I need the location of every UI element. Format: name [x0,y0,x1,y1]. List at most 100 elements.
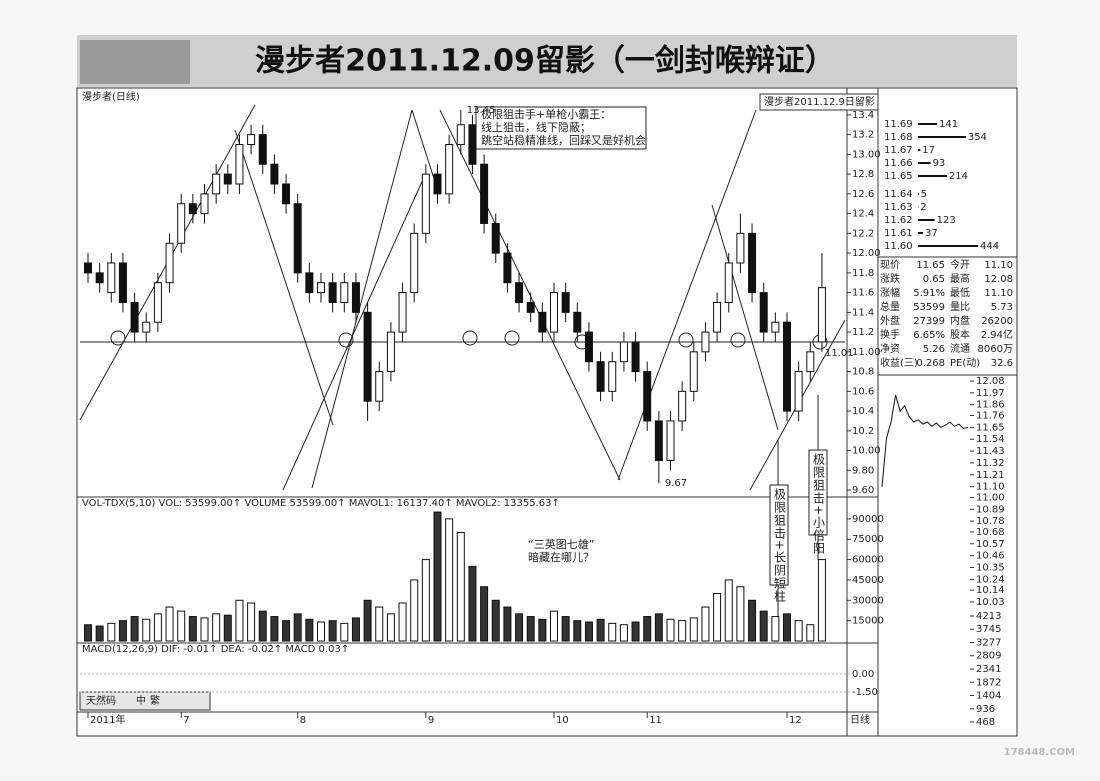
candle-body [737,233,744,263]
volume-bar [387,614,394,641]
candle-body [108,263,115,293]
quote-cell: 涨跌 [880,272,900,285]
candle-body [248,135,255,145]
y-tick-label: 60000 [852,555,884,566]
book-bar [918,149,920,151]
book-volume: 37 [925,228,938,239]
candle-body [795,372,802,411]
toolbar-item[interactable]: 天然码 [86,694,116,707]
quote-cell: 32.6 [991,358,1013,369]
volume-bar [224,615,231,641]
y-tick-label: 10.14 [976,585,1005,596]
volume-bar [737,587,744,641]
candle-body [96,273,103,283]
volume-bar [248,603,255,641]
volume-bar [166,607,173,641]
candle-body [760,293,767,332]
quote-cell: 流通 [950,342,970,355]
note-line: 线上狙击，线下隐蔽； [481,120,591,134]
volume-bar [551,611,558,641]
volume-bar [154,614,161,641]
x-tick-label: 11 [649,715,662,726]
quote-cell: 5.73 [991,302,1013,313]
volume-bar [679,621,686,641]
volume-bar [481,587,488,641]
candle-body [481,164,488,223]
volume-bar [807,625,814,641]
volume-bar [201,618,208,641]
y-tick-label: -1.50 [852,687,878,698]
candle-body [609,362,616,392]
volume-bar [108,623,115,641]
y-tick-label: 10.46 [976,551,1005,562]
volume-bar [795,621,802,641]
candle-body [283,184,290,204]
y-tick-label: 10.2 [852,426,874,437]
candle-body [644,372,651,421]
high-label: 13.45 [467,105,496,116]
volume-bar [411,580,418,641]
volume-bar [306,619,313,641]
period-label: 日线 [850,713,870,726]
volume-bar [597,619,604,641]
volume-bar [574,621,581,641]
book-price: 11.62 [884,215,913,226]
volume-header: VOL-TDX(5,10) VOL: 53599.00↑ VOLUME 5359… [82,498,560,509]
volume-bar [655,614,662,641]
toolbar-item[interactable]: 中 [136,694,146,707]
candle-body [516,283,523,303]
y2-tick-label: 3277 [976,637,1001,648]
volume-bar [539,619,546,641]
volume-bar [236,600,243,641]
y-tick-label: 10.03 [976,597,1005,608]
y-tick-label: 11.2 [852,327,874,338]
book-volume: 141 [939,119,958,130]
volume-bar [434,512,441,641]
candle-body [457,125,464,145]
x-tick-label: 12 [789,715,802,726]
y-tick-label: 10.57 [976,539,1005,550]
quote-cell: 总量 [880,300,900,313]
book-bar [918,162,931,164]
y-tick-label: 12.6 [852,189,874,200]
candle-body [411,233,418,292]
y-tick-label: 11.6 [852,288,874,299]
y2-tick-label: 3745 [976,624,1001,635]
candle-body [376,372,383,402]
volume-bar [667,619,674,641]
book-bar [918,123,937,125]
candle-body [597,362,604,392]
candle-body [224,174,231,184]
y-tick-label: 90000 [852,514,884,525]
volume-bar [457,532,464,641]
quote-cell: 现价 [880,259,900,271]
y-tick-label: 12.8 [852,169,874,180]
quote-cell: 53599 [913,302,945,313]
y-tick-label: 9.60 [852,485,874,496]
question-line: “三英图七雄” [528,537,594,551]
y-tick-label: 12.2 [852,228,874,239]
quote-cell: 涨幅 [880,286,900,299]
candle-body [352,283,359,313]
y-tick-label: 12.00 [852,248,881,259]
banner-logo [80,40,190,84]
volume-bar [632,622,639,641]
volume-bar [620,625,627,641]
arrow-note: 极限狙击+长阴短柱 [773,488,787,604]
candle-body [504,253,511,283]
note-line: 跳空站稳精准线，回踩又是好机会 [481,133,646,147]
candle-body [131,302,138,332]
candle-body [807,352,814,372]
candle-body [434,174,441,194]
volume-bar [504,607,511,641]
y-tick-label: 30000 [852,595,884,606]
toolbar-item[interactable]: 繁 [150,694,160,707]
candle-body [679,391,686,421]
candle-body [399,293,406,332]
y2-tick-label: 1404 [976,691,1001,702]
candle-body [364,312,371,401]
volume-bar [259,611,266,641]
volume-bar [562,617,569,641]
y-tick-label: 10.35 [976,563,1005,574]
volume-bar [85,625,92,641]
